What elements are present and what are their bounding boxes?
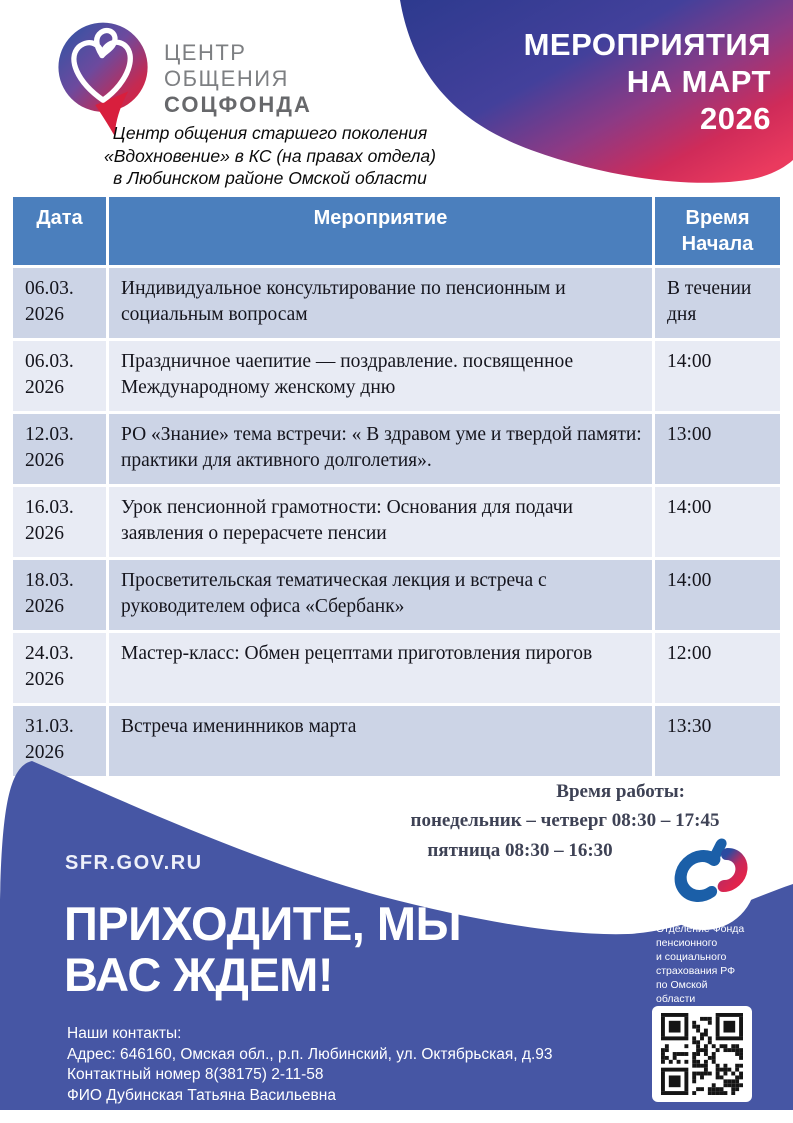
contacts-block: Наши контакты: Адрес: 646160, Омская обл… <box>67 1024 553 1106</box>
table-row: 31.03. 2026 Встреча именинников марта 13… <box>13 706 780 776</box>
footer-wave-shape <box>0 761 793 1110</box>
event-date-cell: 06.03. 2026 <box>13 268 106 338</box>
event-date-cell: 18.03. 2026 <box>13 560 106 630</box>
poster-title: МЕРОПРИЯТИЯ НА МАРТ 2026 <box>524 26 771 137</box>
poster-title-line2: НА МАРТ <box>626 64 771 99</box>
event-date-cell: 06.03. 2026 <box>13 341 106 411</box>
column-header-event: Мероприятие <box>109 197 652 265</box>
poster-title-line1: МЕРОПРИЯТИЯ <box>523 27 771 62</box>
event-description-cell: РО «Знание» тема встречи: « В здравом ум… <box>109 414 652 484</box>
table-row: 06.03. 2026 Праздничное чаепитие — поздр… <box>13 341 780 411</box>
event-date-cell: 12.03. 2026 <box>13 414 106 484</box>
event-description-cell: Праздничное чаепитие — поздравление. пос… <box>109 341 652 411</box>
contacts-person: ФИО Дубинская Татьяна Васильевна <box>67 1086 336 1104</box>
logo-line2: ОБЩЕНИЯ <box>164 66 289 91</box>
column-header-time: Время Начала <box>655 197 780 265</box>
sfr-office-label: Отделение Фонда пенсионного и социальног… <box>656 923 745 1005</box>
column-header-date: Дата <box>13 197 106 265</box>
event-time-cell: В течении дня <box>655 268 780 338</box>
qr-pattern-icon <box>661 1013 743 1095</box>
logo-line3: СОЦФОНДА <box>164 92 312 117</box>
event-description-cell: Урок пенсионной грамотности: Основания д… <box>109 487 652 557</box>
subtitle-line2: «Вдохновение» в КС (на правах отдела) <box>104 145 436 166</box>
event-time-cell: 12:00 <box>655 633 780 703</box>
event-time-cell: 14:00 <box>655 560 780 630</box>
qr-code[interactable] <box>652 1006 752 1102</box>
event-description-cell: Мастер-класс: Обмен рецептами приготовле… <box>109 633 652 703</box>
subtitle-line3: в Любинском районе Омской области <box>113 168 427 188</box>
sfr-monogram-icon <box>674 838 748 918</box>
working-hours-friday: пятница 08:30 – 16:30 <box>427 840 613 861</box>
poster-title-line3: 2026 <box>700 101 771 136</box>
working-hours-title: Время работы: <box>556 781 685 802</box>
events-table-body: 06.03. 2026 Индивидуальное консультирова… <box>13 268 780 776</box>
event-date-cell: 16.03. 2026 <box>13 487 106 557</box>
event-time-cell: 13:00 <box>655 414 780 484</box>
subtitle-line1: Центр общения старшего поколения <box>112 123 428 143</box>
event-date-cell: 24.03. 2026 <box>13 633 106 703</box>
logo-wordmark: ЦЕНТР ОБЩЕНИЯ СОЦФОНДА <box>164 40 312 118</box>
table-row: 12.03. 2026 РО «Знание» тема встречи: « … <box>13 414 780 484</box>
table-row: 16.03. 2026 Урок пенсионной грамотности:… <box>13 487 780 557</box>
footer-headline: ПРИХОДИТЕ, МЫ ВАС ЖДЕМ! <box>64 897 462 1001</box>
table-row: 06.03. 2026 Индивидуальное консультирова… <box>13 268 780 338</box>
table-header-row: Дата Мероприятие Время Начала <box>13 197 780 265</box>
event-time-cell: 14:00 <box>655 341 780 411</box>
event-description-cell: Индивидуальное консультирование по пенси… <box>109 268 652 338</box>
logo-line1: ЦЕНТР <box>164 40 247 65</box>
contacts-phone: Контактный номер 8(38175) 2-11-58 <box>67 1066 324 1083</box>
table-row: 18.03. 2026 Просветительская тематическа… <box>13 560 780 630</box>
center-subtitle: Центр общения старшего поколения «Вдохно… <box>58 122 482 190</box>
contacts-address: Адрес: 646160, Омская обл., р.п. Любинск… <box>67 1045 553 1063</box>
event-time-cell: 14:00 <box>655 487 780 557</box>
footer-headline-line2: ВАС ЖДЕМ! <box>64 948 334 1001</box>
working-hours-weekdays: понедельник – четверг 08:30 – 17:45 <box>410 810 720 831</box>
events-table: Дата Мероприятие Время Начала 06.03. 202… <box>10 194 783 779</box>
footer-headline-line1: ПРИХОДИТЕ, МЫ <box>64 897 462 950</box>
website-url: SFR.GOV.RU <box>65 852 203 874</box>
event-time-cell: 13:30 <box>655 706 780 776</box>
sfr-logo-badge <box>652 826 756 930</box>
table-row: 24.03. 2026 Мастер-класс: Обмен рецептам… <box>13 633 780 703</box>
contacts-title: Наши контакты: <box>67 1025 182 1042</box>
banner-shape <box>400 0 793 183</box>
event-description-cell: Просветительская тематическая лекция и в… <box>109 560 652 630</box>
heart-bubble-logo-icon <box>58 22 148 137</box>
event-description-cell: Встреча именинников марта <box>109 706 652 776</box>
